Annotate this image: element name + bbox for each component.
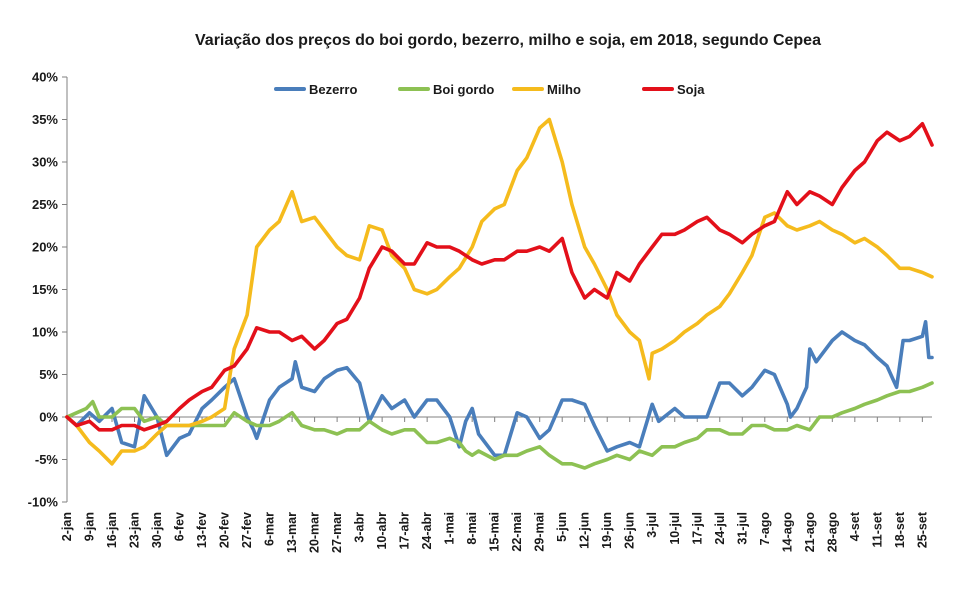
x-tick-label: 18-set <box>893 511 907 548</box>
x-tick-label: 20-fev <box>218 512 232 548</box>
y-tick-label: 5% <box>39 367 58 382</box>
x-tick-label: 27-mar <box>330 512 344 553</box>
x-tick-label: 2-jan <box>60 512 74 541</box>
x-tick-label: 21-ago <box>803 512 817 553</box>
series-line-boi-gordo <box>65 381 934 470</box>
series-line-bezerro <box>65 319 934 458</box>
series-lines <box>65 117 934 470</box>
x-tick-label: 5-jun <box>555 512 569 542</box>
x-tick-label: 13-mar <box>285 512 299 553</box>
x-tick-label: 31-jul <box>735 512 749 545</box>
x-tick-label: 13-fev <box>195 512 209 548</box>
y-tick-label: -10% <box>28 495 59 510</box>
x-tick-label: 6-mar <box>263 512 277 546</box>
x-tick-label: 10-abr <box>375 512 389 550</box>
legend-label-soja: Soja <box>677 82 705 97</box>
x-tick-label: 16-jan <box>105 512 119 548</box>
x-tick-label: 23-jan <box>128 512 142 548</box>
legend: Bezerro Boi gordo Milho Soja <box>274 82 705 97</box>
x-tick-label: 29-mai <box>533 512 547 552</box>
y-tick-label: 10% <box>32 325 58 340</box>
y-tick-label: 0% <box>39 410 58 425</box>
x-tick-label: 9-jan <box>83 512 97 541</box>
series-line-milho <box>65 117 934 466</box>
x-tick-label: 1-mai <box>443 512 457 545</box>
y-tick-label: 40% <box>32 70 58 85</box>
x-tick-label: 15-mai <box>488 512 502 552</box>
x-tick-label: 25-set <box>915 511 929 548</box>
y-tick-label: 35% <box>32 112 58 127</box>
x-tick-label: 17-abr <box>398 512 412 550</box>
y-tick-label: 20% <box>32 240 58 255</box>
x-tick-label: 19-jun <box>600 512 614 549</box>
x-tick-label: 8-mai <box>465 512 479 545</box>
x-tick-label: 17-jul <box>690 512 704 545</box>
y-tick-label: -5% <box>35 452 59 467</box>
y-tick-label: 15% <box>32 282 58 297</box>
x-tick-label: 27-fev <box>240 512 254 548</box>
x-tick-label: 24-abr <box>420 512 434 550</box>
x-tick-label: 4-set <box>848 511 862 541</box>
x-tick-label: 26-jun <box>623 512 637 549</box>
y-tick-label: 30% <box>32 155 58 170</box>
x-tick-label: 3-abr <box>353 512 367 543</box>
axes: -10% -5% 0% 5% 10% 15% 20% 25% 30% 35% 40% 2-jan 9-j… <box>28 70 932 553</box>
x-tick-label: 12-jun <box>578 512 592 549</box>
x-tick-label: 20-mar <box>308 512 322 553</box>
legend-label-bezerro: Bezerro <box>309 82 357 97</box>
series-line-soja <box>65 122 934 432</box>
x-tick-label: 6-fev <box>173 512 187 541</box>
x-tick-label: 3-jul <box>645 512 659 538</box>
x-tick-label: 30-jan <box>150 512 164 548</box>
legend-label-boi-gordo: Boi gordo <box>433 82 494 97</box>
x-tick-label: 28-ago <box>825 512 839 553</box>
y-tick-label: 25% <box>32 197 58 212</box>
x-tick-label: 22-mai <box>510 512 524 552</box>
x-tick-label: 11-set <box>870 511 884 547</box>
legend-label-milho: Milho <box>547 82 581 97</box>
x-tick-label: 10-jul <box>668 512 682 545</box>
chart-title: Variação dos preços do boi gordo, bezerr… <box>195 32 821 49</box>
x-tick-label: 14-ago <box>780 512 794 553</box>
x-tick-label: 24-jul <box>713 512 727 545</box>
x-tick-label: 7-ago <box>758 512 772 546</box>
